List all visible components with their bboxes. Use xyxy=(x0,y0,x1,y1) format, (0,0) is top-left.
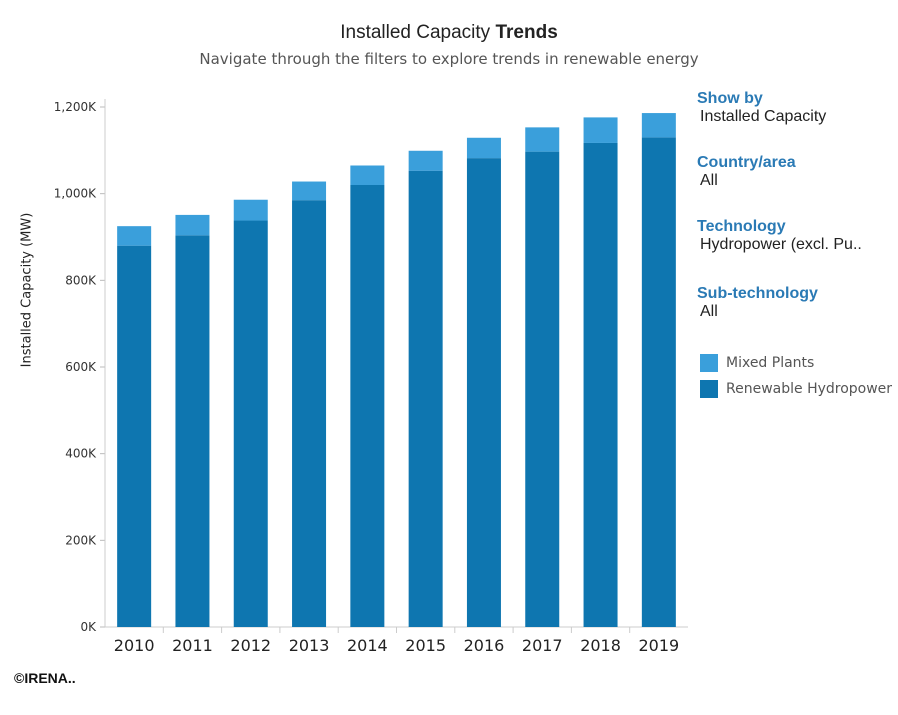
filter-label: Sub-technology xyxy=(697,285,818,302)
x-tick-label: 2011 xyxy=(172,636,213,655)
bar-mixed-plants-2019 xyxy=(641,113,676,138)
y-tick-label: 400K xyxy=(65,447,97,461)
bar-renewable-hydropower-2019 xyxy=(641,137,676,628)
legend-item-renewable-hydropower[interactable]: Renewable Hydropower xyxy=(700,376,892,402)
bar-mixed-plants-2018 xyxy=(583,117,618,143)
bar-mixed-plants-2017 xyxy=(525,127,560,152)
bar-renewable-hydropower-2013 xyxy=(292,200,327,627)
bar-renewable-hydropower-2015 xyxy=(408,170,443,627)
bar-mixed-plants-2010 xyxy=(117,226,152,246)
filter-label: Country/area xyxy=(697,154,796,171)
chart-legend: Mixed Plants Renewable Hydropower xyxy=(700,350,892,402)
filter-technology[interactable]: Technology Hydropower (excl. Pu.. xyxy=(697,218,892,285)
filter-value[interactable]: All xyxy=(700,172,718,189)
title-bold: Trends xyxy=(495,22,558,43)
bar-renewable-hydropower-2014 xyxy=(350,185,385,627)
x-tick-label: 2016 xyxy=(464,636,505,655)
filter-value[interactable]: All xyxy=(700,303,718,320)
x-tick-label: 2013 xyxy=(289,636,330,655)
bar-renewable-hydropower-2011 xyxy=(175,235,210,627)
legend-item-mixed-plants[interactable]: Mixed Plants xyxy=(700,350,892,376)
bar-renewable-hydropower-2010 xyxy=(117,245,152,627)
filter-panel: Show by Installed Capacity Country/area … xyxy=(697,90,892,345)
legend-swatch-renewable-hydropower xyxy=(700,380,718,398)
legend-label: Mixed Plants xyxy=(726,355,815,371)
bar-mixed-plants-2011 xyxy=(175,214,210,236)
bar-renewable-hydropower-2018 xyxy=(583,142,618,627)
filter-value[interactable]: Hydropower (excl. Pu.. xyxy=(700,236,862,253)
y-tick-label: 200K xyxy=(65,533,97,547)
bar-renewable-hydropower-2016 xyxy=(466,158,501,627)
x-tick-label: 2014 xyxy=(347,636,388,655)
copyright-text: ©IRENA.. xyxy=(14,670,76,686)
bar-renewable-hydropower-2017 xyxy=(525,151,560,627)
y-axis-title: Installed Capacity (MW) xyxy=(19,212,35,368)
y-tick-label: 1,000K xyxy=(54,187,97,201)
filter-show-by[interactable]: Show by Installed Capacity xyxy=(697,90,892,154)
x-tick-label: 2018 xyxy=(580,636,621,655)
bar-mixed-plants-2015 xyxy=(408,150,443,171)
chart-subtitle: Navigate through the filters to explore … xyxy=(199,50,699,68)
filter-label: Technology xyxy=(697,218,786,235)
y-tick-label: 1,200K xyxy=(54,100,97,114)
bar-mixed-plants-2012 xyxy=(233,199,268,221)
y-tick-label: 600K xyxy=(65,360,97,374)
x-tick-label: 2010 xyxy=(114,636,155,655)
bar-renewable-hydropower-2012 xyxy=(233,220,268,628)
y-tick-label: 0K xyxy=(80,620,97,634)
x-tick-label: 2017 xyxy=(522,636,563,655)
y-tick-label: 800K xyxy=(65,273,97,287)
legend-label: Renewable Hydropower xyxy=(726,381,893,397)
legend-swatch-mixed-plants xyxy=(700,354,718,372)
filter-sub-technology[interactable]: Sub-technology All xyxy=(697,285,892,345)
chart-title: Installed Capacity Trends xyxy=(0,22,898,44)
bar-mixed-plants-2014 xyxy=(350,165,385,185)
filter-value[interactable]: Installed Capacity xyxy=(700,108,827,125)
bar-mixed-plants-2016 xyxy=(466,137,501,159)
x-tick-label: 2015 xyxy=(405,636,446,655)
x-tick-label: 2019 xyxy=(638,636,679,655)
bar-mixed-plants-2013 xyxy=(292,181,327,201)
x-tick-label: 2012 xyxy=(230,636,271,655)
title-regular: Installed Capacity xyxy=(340,22,491,43)
filter-label: Show by xyxy=(697,90,763,107)
filter-country-area[interactable]: Country/area All xyxy=(697,154,892,218)
